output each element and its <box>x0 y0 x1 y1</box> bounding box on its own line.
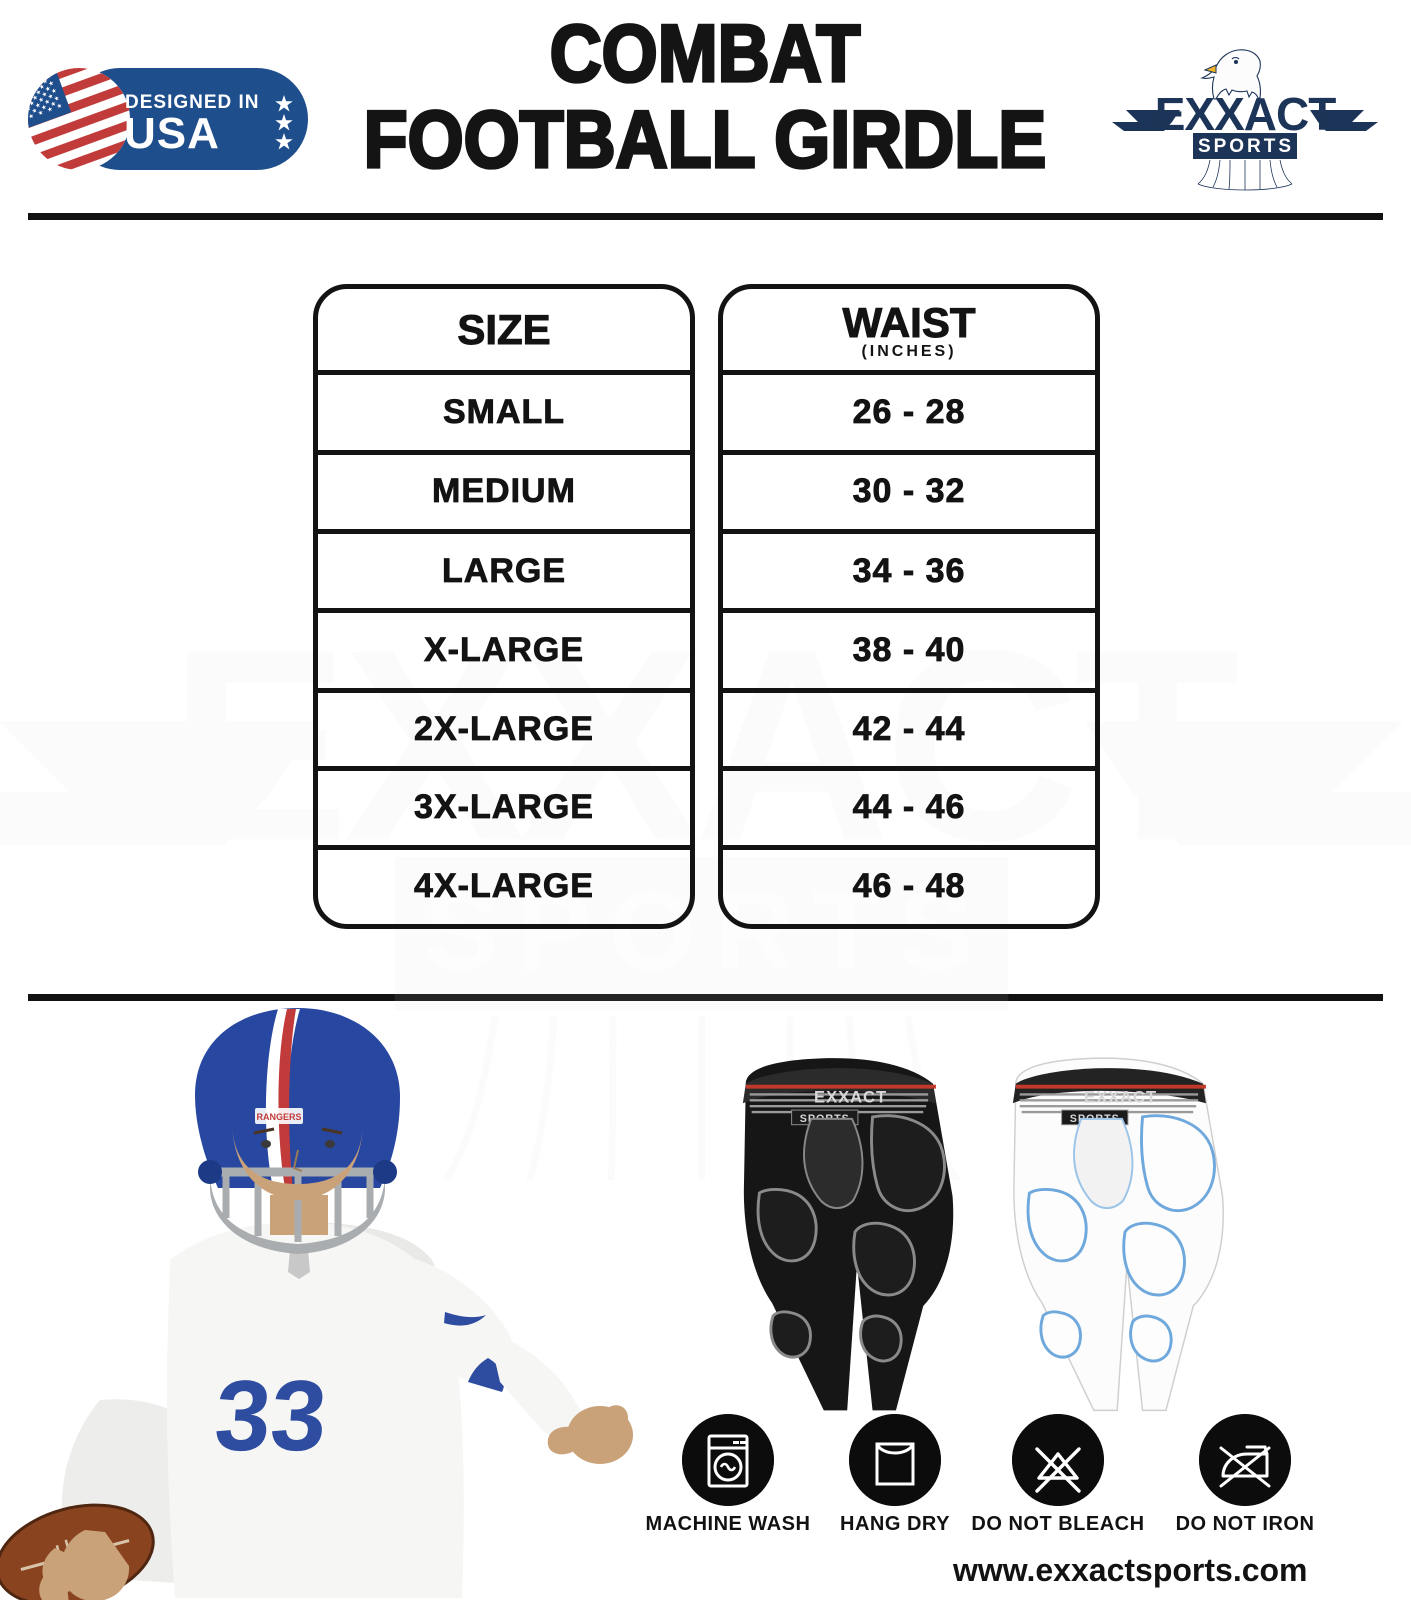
svg-text:EXXACT: EXXACT <box>1155 88 1336 140</box>
svg-text:EXXACT: EXXACT <box>814 1087 887 1106</box>
svg-text:USA: USA <box>124 109 220 158</box>
svg-text:33: 33 <box>211 1360 330 1472</box>
svg-text:EXXACT: EXXACT <box>1084 1087 1157 1106</box>
svg-text:RANGERS: RANGERS <box>256 1112 301 1122</box>
svg-text:SPORTS: SPORTS <box>1198 136 1294 157</box>
